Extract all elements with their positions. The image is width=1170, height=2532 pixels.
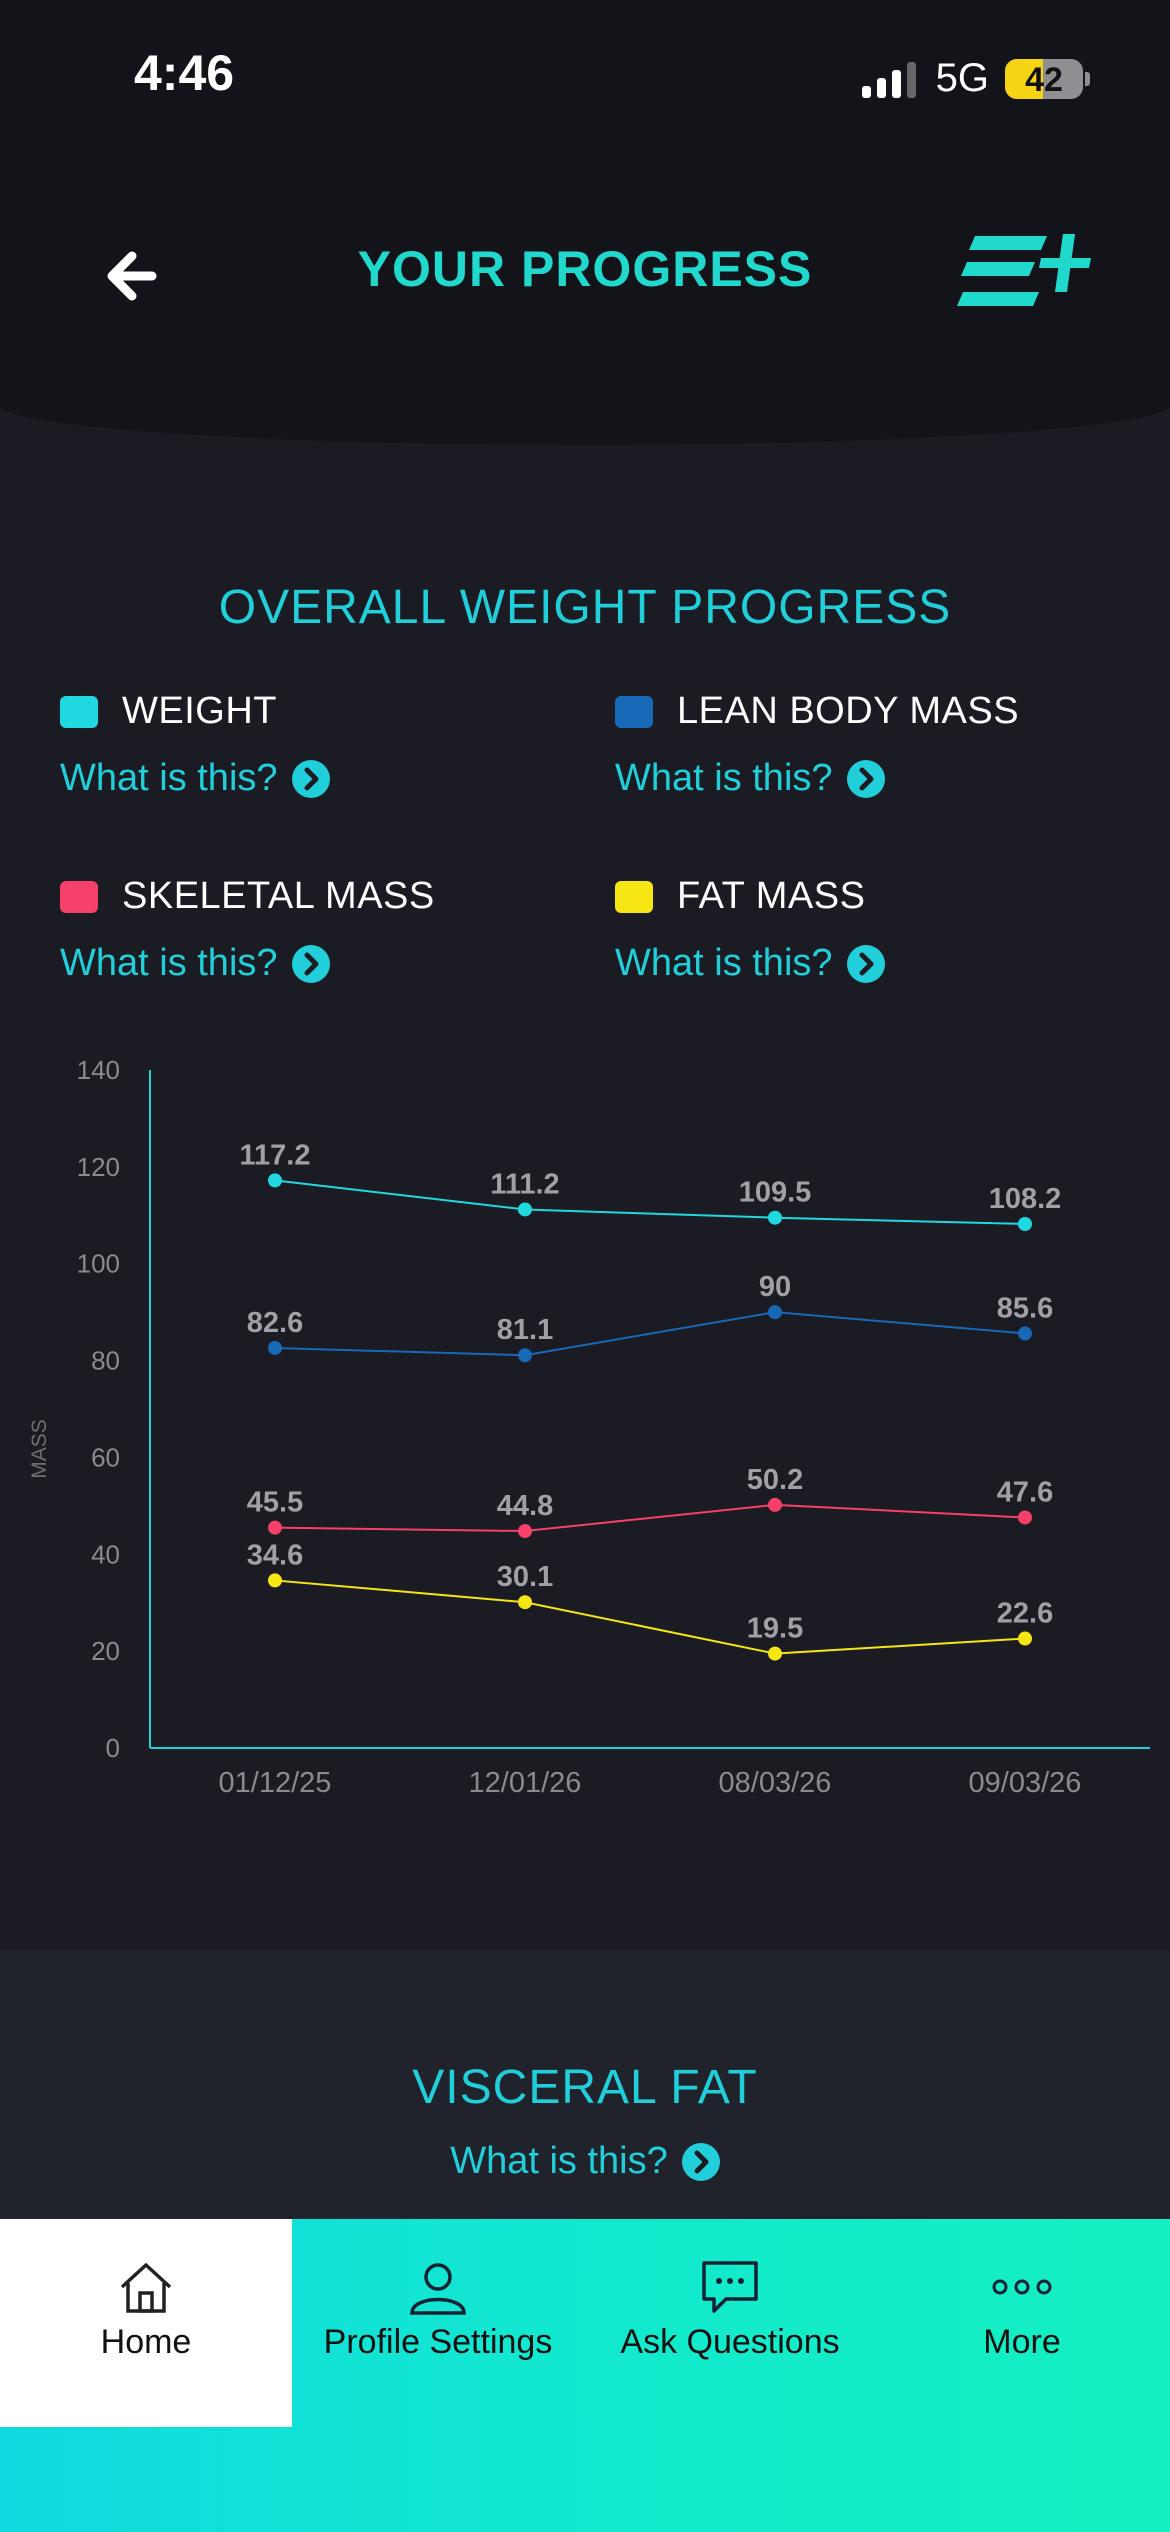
- y-tick-label: 0: [106, 1733, 120, 1763]
- y-axis-label: MASS: [28, 1419, 51, 1479]
- weight-progress-title: OVERALL WEIGHT PROGRESS: [218, 581, 952, 634]
- data-label: 50.2: [747, 1464, 803, 1496]
- status-time: 4:46: [134, 45, 235, 101]
- y-tick-label: 120: [77, 1152, 120, 1182]
- x-tick-label: 09/03/26: [969, 1767, 1082, 1799]
- data-point: [268, 1173, 282, 1188]
- battery-icon: 42: [1005, 58, 1083, 99]
- data-point: [518, 1202, 532, 1217]
- data-point: [518, 1348, 532, 1363]
- data-point: [1018, 1217, 1032, 1232]
- legend-skeletal-mass: SKELETAL MASS What is this?: [60, 875, 435, 985]
- more-icon: [992, 2279, 1052, 2295]
- arrow-left-icon[interactable]: [104, 248, 160, 304]
- y-tick-label: 80: [91, 1346, 120, 1376]
- data-label: 108.2: [989, 1183, 1062, 1215]
- data-label: 45.5: [247, 1487, 303, 1519]
- data-point: [768, 1497, 782, 1512]
- legend-swatch: [615, 880, 653, 913]
- tab-ask-questions[interactable]: Ask Questions: [584, 2219, 876, 2427]
- data-label: 90: [759, 1271, 791, 1303]
- legend-label: LEAN BODY MASS: [677, 690, 1020, 732]
- tab-label: Home: [100, 2323, 192, 2361]
- header: 4:46 5G 42 YOUR PROGRESS: [0, 0, 1170, 445]
- tab-label: Ask Questions: [620, 2323, 840, 2361]
- data-label: 85.6: [997, 1292, 1053, 1324]
- chevron-right-icon: [681, 2142, 720, 2181]
- series-line: [274, 1579, 1026, 1655]
- profile-icon: [410, 2263, 466, 2315]
- series-line: [274, 1179, 1026, 1226]
- tab-label: Profile Settings: [323, 2323, 553, 2361]
- what-is-this-link[interactable]: What is this?: [615, 942, 885, 985]
- tab-home[interactable]: Home: [0, 2219, 292, 2427]
- data-point: [768, 1210, 782, 1225]
- home-icon: [120, 2263, 172, 2313]
- page-title: YOUR PROGRESS: [357, 241, 813, 297]
- what-is-this-link[interactable]: What is this?: [0, 2140, 1170, 2183]
- tab-profile-settings[interactable]: Profile Settings: [292, 2219, 584, 2427]
- y-tick-label: 40: [91, 1539, 120, 1569]
- tab-more[interactable]: More: [876, 2219, 1168, 2427]
- data-label: 82.6: [247, 1307, 303, 1339]
- y-tick-label: 20: [91, 1636, 120, 1666]
- data-label: 34.6: [247, 1539, 303, 1571]
- chevron-right-icon: [291, 944, 330, 983]
- chat-icon: [702, 2261, 758, 2313]
- signal-icon: [861, 60, 916, 98]
- legend-label: WEIGHT: [122, 690, 277, 732]
- data-label: 30.1: [497, 1561, 553, 1593]
- tab-label: More: [983, 2323, 1061, 2361]
- brand-logo-icon: [957, 234, 1091, 306]
- x-tick-label: 12/01/26: [469, 1767, 582, 1799]
- data-label: 44.8: [497, 1490, 553, 1522]
- legend-swatch: [60, 880, 98, 913]
- data-label: 19.5: [747, 1613, 803, 1645]
- data-point: [768, 1646, 782, 1661]
- data-label: 81.1: [497, 1314, 553, 1346]
- data-point: [268, 1340, 282, 1355]
- legend-label: SKELETAL MASS: [122, 875, 435, 917]
- y-tick-label: 60: [91, 1442, 120, 1472]
- x-tick-label: 08/03/26: [719, 1767, 832, 1799]
- data-point: [768, 1305, 782, 1320]
- what-is-this-link[interactable]: What is this?: [615, 757, 1019, 800]
- x-tick-label: 01/12/25: [219, 1767, 332, 1799]
- data-point: [268, 1573, 282, 1588]
- what-is-this-link[interactable]: What is this?: [60, 757, 330, 800]
- data-label: 111.2: [490, 1168, 559, 1200]
- data-point: [518, 1524, 532, 1539]
- data-label: 22.6: [997, 1598, 1053, 1630]
- bottom-tab-bar: Home Profile Settings Ask Questions More: [0, 2219, 1170, 2532]
- battery-level: 42: [1025, 60, 1063, 99]
- visceral-fat-section: [0, 1950, 1170, 2220]
- data-point: [1018, 1631, 1032, 1646]
- data-label: 117.2: [240, 1139, 311, 1171]
- data-point: [1018, 1510, 1032, 1525]
- data-point: [1018, 1326, 1032, 1341]
- legend-swatch: [60, 695, 98, 728]
- legend-label: FAT MASS: [677, 875, 866, 917]
- chevron-right-icon: [291, 759, 330, 798]
- legend-lean-body-mass: LEAN BODY MASS What is this?: [615, 690, 1019, 800]
- y-tick-label: 140: [77, 1055, 120, 1085]
- series-line: [274, 1311, 1026, 1357]
- series-line: [274, 1503, 1026, 1533]
- data-label: 109.5: [739, 1177, 812, 1209]
- weight-progress-chart: 0 20 40 60 80 100 120 140 01/12/25 12/01/26 08/03/…: [28, 1055, 1150, 1799]
- data-point: [268, 1520, 282, 1535]
- chevron-right-icon: [846, 759, 885, 798]
- data-label: 47.6: [997, 1476, 1053, 1508]
- status-bar-right: 5G 42: [861, 56, 1090, 101]
- legend-weight: WEIGHT What is this?: [60, 690, 330, 800]
- chevron-right-icon: [846, 944, 885, 983]
- legend-fat-mass: FAT MASS What is this?: [615, 875, 885, 985]
- y-tick-label: 100: [77, 1249, 120, 1279]
- legend-swatch: [615, 695, 653, 728]
- what-is-this-link[interactable]: What is this?: [60, 942, 435, 985]
- network-type: 5G: [935, 56, 989, 100]
- data-point: [518, 1595, 532, 1610]
- visceral-fat-title: VISCERAL FAT: [412, 2061, 758, 2114]
